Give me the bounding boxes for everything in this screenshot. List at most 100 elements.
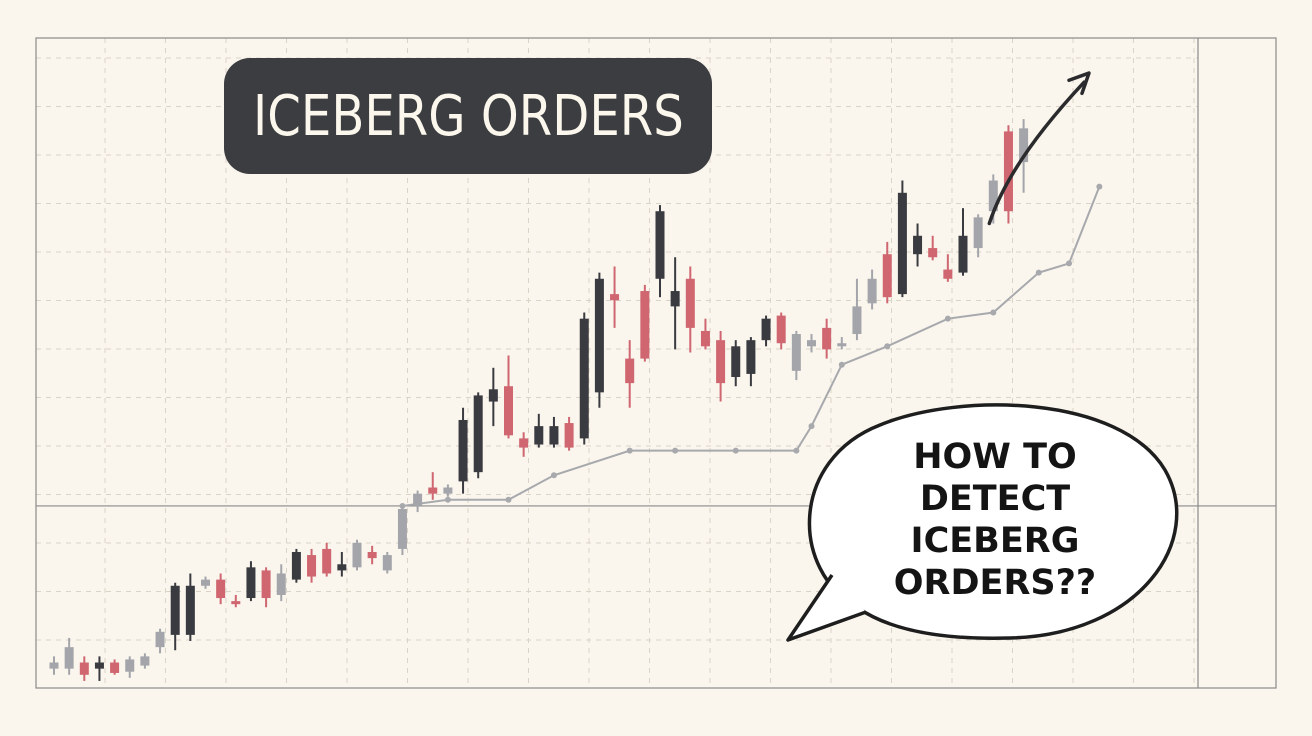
- callout-line-2: DETECT: [919, 479, 1071, 519]
- candle: [761, 315, 771, 347]
- candle-body: [655, 211, 665, 279]
- candle-body: [94, 662, 104, 669]
- candle: [231, 594, 241, 608]
- candle: [94, 656, 104, 681]
- candle: [549, 416, 559, 448]
- trend-point: [505, 496, 512, 503]
- trend-point: [550, 472, 557, 479]
- trend-point: [1035, 269, 1042, 276]
- candle-body: [958, 235, 968, 273]
- callout-line-3: ICEBERG: [910, 521, 1080, 561]
- candle-body: [973, 217, 983, 249]
- candle: [322, 542, 332, 577]
- candle-body: [685, 278, 695, 328]
- candle: [352, 539, 362, 571]
- candle-body: [776, 315, 786, 344]
- candle: [837, 337, 847, 350]
- candle: [655, 205, 665, 298]
- candle-body: [413, 493, 423, 506]
- candle: [564, 416, 574, 451]
- candle: [201, 576, 210, 589]
- candle: [928, 235, 938, 261]
- trend-point: [672, 447, 679, 454]
- candle-body: [913, 235, 923, 255]
- candle: [882, 241, 892, 304]
- trend-point: [1096, 183, 1103, 190]
- trend-arrow-head: [1067, 71, 1091, 96]
- speech-bubble-tail-cover: [840, 580, 866, 606]
- candle: [852, 278, 862, 341]
- candle-body: [837, 343, 847, 347]
- candle-body: [882, 254, 892, 298]
- trend-point: [626, 447, 633, 454]
- trend-point: [944, 315, 951, 322]
- candle: [791, 330, 801, 381]
- candle-body: [458, 419, 468, 482]
- candle-body: [564, 423, 574, 448]
- chart-border: [35, 37, 1277, 689]
- candle: [731, 340, 741, 387]
- trend-point: [990, 309, 997, 316]
- candle-body: [110, 662, 120, 673]
- candle-body: [185, 585, 195, 635]
- callout-line-1: HOW TO: [913, 437, 1077, 477]
- candle: [897, 180, 907, 298]
- candle-body: [140, 656, 150, 666]
- candle-body: [261, 570, 271, 599]
- candle-body: [428, 487, 438, 494]
- candle: [382, 551, 392, 574]
- trend-arrow-shaft: [987, 80, 1086, 226]
- candle: [110, 659, 120, 675]
- candle-body: [928, 248, 938, 258]
- candle-body: [473, 395, 483, 473]
- candle: [807, 334, 816, 353]
- candle: [473, 392, 483, 479]
- candle-body: [155, 631, 165, 648]
- candle: [413, 490, 423, 513]
- chart-title: ICEBERG ORDERS: [252, 83, 684, 149]
- trend-point: [444, 496, 451, 503]
- candle: [504, 355, 513, 439]
- candle-body: [201, 579, 210, 586]
- title-badge: ICEBERG ORDERS: [224, 58, 712, 174]
- trend-point: [808, 423, 815, 430]
- candle-body: [322, 548, 332, 574]
- candle: [625, 340, 635, 408]
- candle-body: [670, 291, 680, 307]
- candle: [958, 208, 968, 276]
- candle-body: [822, 327, 832, 350]
- candle-body: [549, 426, 559, 445]
- trend-point: [732, 447, 739, 454]
- candle: [155, 628, 165, 654]
- candle: [776, 312, 786, 350]
- trend-point: [884, 343, 891, 350]
- candle: [337, 551, 347, 577]
- candle: [822, 318, 832, 359]
- candle-body: [49, 662, 59, 669]
- candle: [746, 337, 756, 387]
- candle: [140, 653, 150, 669]
- candle: [534, 413, 544, 448]
- candle-body: [716, 340, 726, 384]
- candle-body: [610, 294, 620, 301]
- candle: [519, 432, 529, 457]
- candle: [276, 564, 286, 602]
- candle-body: [852, 306, 862, 335]
- candle: [488, 367, 498, 427]
- candle-body: [443, 487, 453, 494]
- candle-body: [352, 542, 362, 568]
- trend-arrow-group: [987, 71, 1091, 226]
- candle-body: [170, 585, 180, 635]
- candle: [79, 656, 89, 681]
- candles-group: [49, 119, 1029, 681]
- candle: [610, 266, 620, 328]
- candle-body: [594, 278, 604, 393]
- candle-body: [382, 555, 392, 571]
- candle-body: [291, 551, 301, 580]
- speech-bubble-group: [786, 403, 1179, 642]
- candle: [428, 472, 438, 500]
- candle: [685, 266, 695, 353]
- candle-body: [216, 579, 226, 599]
- candle-body: [897, 192, 907, 295]
- candle: [443, 484, 453, 497]
